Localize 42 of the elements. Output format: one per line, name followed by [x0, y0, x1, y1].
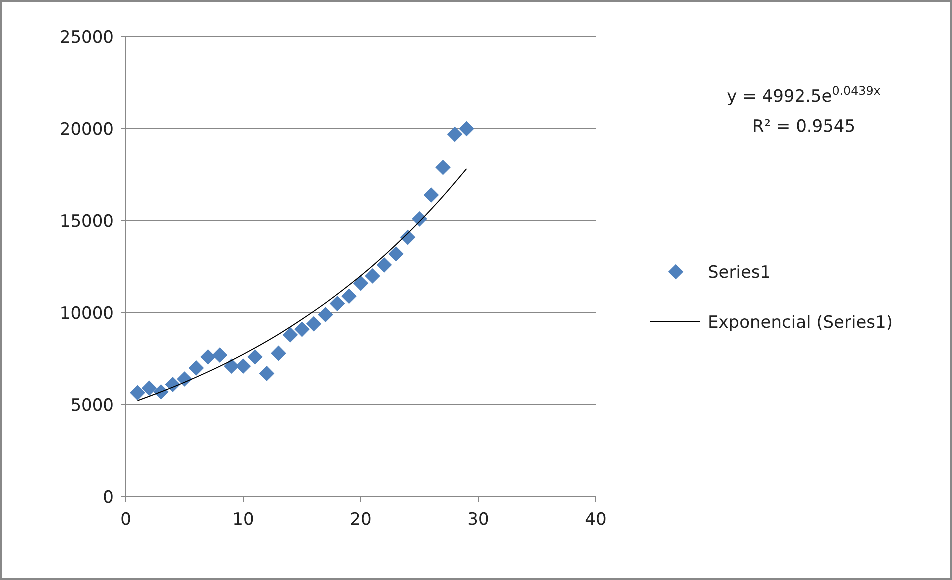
- x-tick-label: 0: [120, 510, 132, 530]
- point: [412, 211, 428, 227]
- point: [447, 126, 463, 142]
- y-tick-label: 15000: [60, 212, 114, 232]
- point: [236, 358, 252, 374]
- y-tick-label: 10000: [60, 304, 114, 324]
- point: [282, 327, 298, 343]
- text: R² = 0.9545: [752, 117, 856, 137]
- point: [318, 307, 334, 323]
- point: [436, 160, 451, 176]
- point: [294, 322, 310, 338]
- point: [271, 346, 286, 362]
- x-tick-label: 40: [585, 510, 607, 530]
- point: [130, 385, 146, 401]
- point: [388, 246, 404, 262]
- y-tick-label: 20000: [60, 120, 114, 140]
- text: y = 4992.5e$^{0.0439x}$: [727, 84, 881, 107]
- x-tick-label: 10: [232, 510, 254, 530]
- x-tick-label: 30: [468, 510, 490, 530]
- x-tick-label: 20: [350, 510, 372, 530]
- point: [259, 366, 275, 382]
- point: [177, 372, 192, 387]
- point: [154, 384, 169, 400]
- point: [365, 268, 380, 284]
- y-tick-label: 5000: [70, 396, 114, 416]
- point: [306, 316, 322, 332]
- point: [330, 296, 346, 312]
- point: [212, 348, 228, 363]
- point: [424, 188, 440, 203]
- legend-label: Series1: [708, 262, 772, 283]
- legend-label: Exponencial (Series1): [708, 312, 893, 333]
- y-tick-label: 25000: [60, 28, 114, 48]
- point: [142, 380, 158, 396]
- point: [248, 349, 263, 365]
- point: [459, 121, 474, 137]
- point: [188, 360, 204, 376]
- point: [400, 230, 416, 246]
- point: [376, 257, 392, 273]
- point: [353, 276, 369, 292]
- point: [342, 288, 357, 304]
- y-tick-label: 0: [103, 488, 114, 508]
- point: [200, 349, 216, 365]
